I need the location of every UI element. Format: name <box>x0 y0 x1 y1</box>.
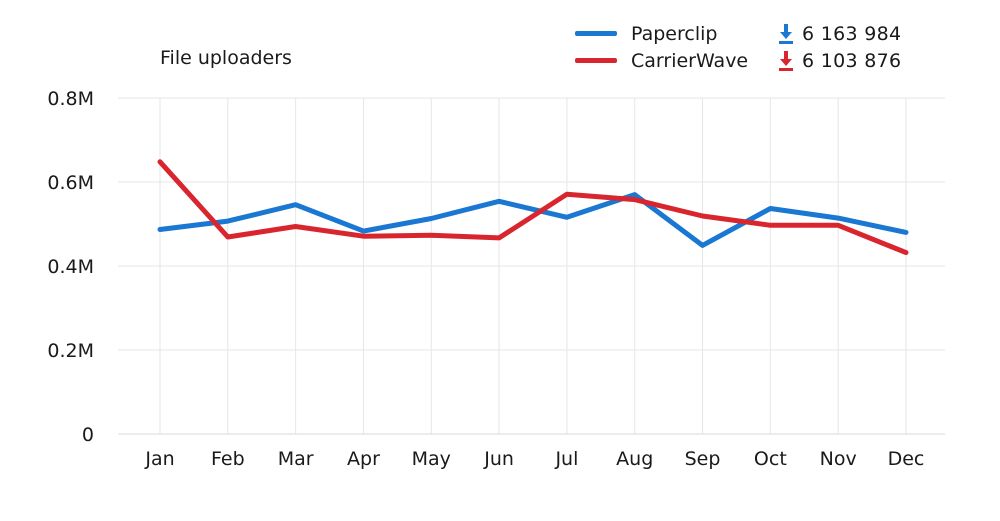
chart-title: File uploaders <box>160 47 292 69</box>
download-arrow-icon <box>776 23 796 44</box>
legend-total-carrierwave: 6 103 876 <box>802 49 902 72</box>
x-tick-label: Nov <box>820 448 857 470</box>
download-arrow-icon <box>776 50 796 71</box>
x-tick-label: Jul <box>554 448 578 470</box>
x-tick-label: Sep <box>685 448 721 470</box>
legend-label-carrierwave: CarrierWave <box>631 49 749 72</box>
legend-item-paperclip[interactable]: Paperclip 6 163 984 <box>575 20 901 47</box>
series-line-carrierwave <box>157 159 909 256</box>
legend-swatch-paperclip <box>575 31 617 36</box>
x-tick-label: Aug <box>616 448 653 470</box>
y-tick-label: 0.2M <box>47 340 94 362</box>
y-tick-label: 0.4M <box>47 256 94 278</box>
x-tick-label: Dec <box>888 448 925 470</box>
legend-item-carrierwave[interactable]: CarrierWave 6 103 876 <box>575 47 901 74</box>
x-tick-label: Apr <box>347 448 380 470</box>
x-tick-label: Jun <box>483 448 514 470</box>
series-line-paperclip <box>157 192 909 248</box>
legend: Paperclip 6 163 984 CarrierWave 6 103 87… <box>575 20 901 74</box>
x-tick-label: Feb <box>211 448 245 470</box>
y-tick-label: 0.6M <box>47 172 94 194</box>
x-tick-label: Jan <box>144 448 174 470</box>
legend-total-paperclip: 6 163 984 <box>802 22 902 45</box>
y-tick-label: 0 <box>82 424 94 446</box>
x-tick-label: Oct <box>754 448 787 470</box>
legend-label-paperclip: Paperclip <box>631 22 718 45</box>
y-tick-label: 0.8M <box>47 88 94 110</box>
legend-swatch-carrierwave <box>575 58 617 63</box>
x-tick-label: Mar <box>278 448 314 470</box>
x-tick-label: May <box>412 448 451 470</box>
